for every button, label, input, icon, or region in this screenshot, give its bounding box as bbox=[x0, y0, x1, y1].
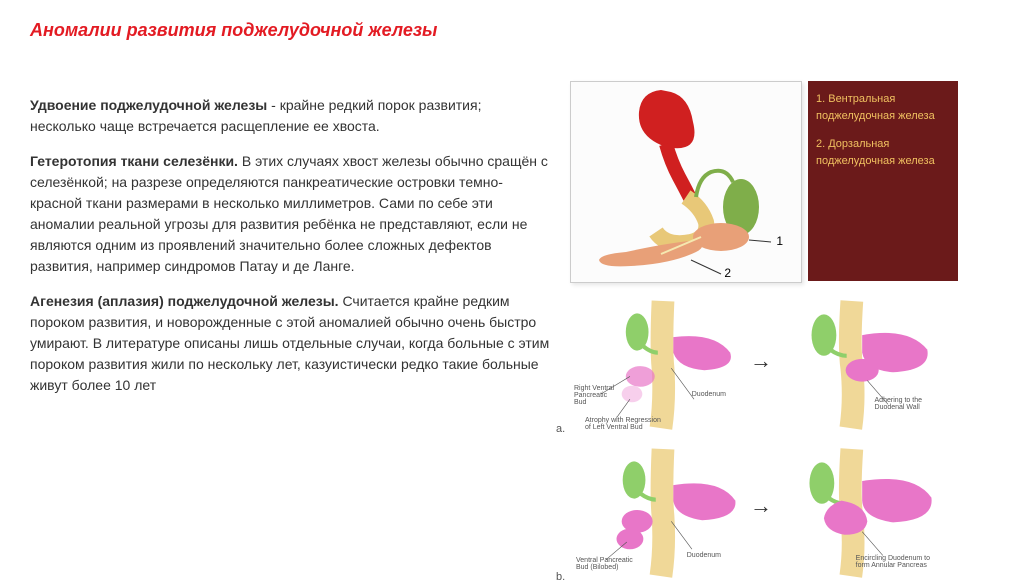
dev-b2: Encircling Duodenum toform Annular Pancr… bbox=[764, 441, 950, 581]
arrow-icon: → bbox=[750, 348, 772, 374]
p2-text: В этих случаях хвост железы обычно сращё… bbox=[30, 153, 548, 274]
page-title: Аномалии развития поджелудочной железы bbox=[30, 20, 994, 41]
lbl: Pancreatic bbox=[574, 392, 607, 399]
lbl: Duodenum bbox=[687, 552, 721, 559]
lbl: Right Ventral bbox=[574, 385, 614, 392]
paragraph-1: Удвоение поджелудочной железы - крайне р… bbox=[30, 95, 550, 137]
dev-a1: Right VentralPancreaticBud Duodenum Atro… bbox=[570, 293, 756, 433]
dev-a2: Adhering to theDuodenal Wall bbox=[764, 293, 950, 433]
row-b-label: b. bbox=[556, 571, 565, 583]
anat-label-1: 1 bbox=[776, 234, 783, 248]
lbl: form Annular Pancreas bbox=[856, 562, 927, 569]
p2-bold: Гетеротопия ткани селезёнки. bbox=[30, 153, 238, 169]
anat-label-2: 2 bbox=[724, 266, 731, 280]
legend-item-1: 1. Вентральная поджелудочная железа bbox=[816, 91, 950, 124]
paragraph-2: Гетеротопия ткани селезёнки. В этих случ… bbox=[30, 151, 550, 277]
top-image-row: 1 2 1. Вентральная поджелудочная железа … bbox=[570, 81, 994, 283]
content-row: Удвоение поджелудочной железы - крайне р… bbox=[30, 81, 994, 581]
arrow-icon: → bbox=[750, 493, 772, 519]
legend-panel: 1. Вентральная поджелудочная железа 2. Д… bbox=[808, 81, 958, 281]
lbl: Atrophy with Regression bbox=[585, 417, 661, 424]
lbl: Ventral Pancreatic bbox=[576, 557, 633, 564]
dev-b1: Ventral PancreaticBud (Bilobed) Duodenum bbox=[570, 441, 756, 581]
paragraph-3: Агенезия (аплазия) поджелудочной железы.… bbox=[30, 291, 550, 396]
lbl: Bud bbox=[574, 399, 586, 406]
legend-item-2: 2. Дорзальная поджелудочная железа bbox=[816, 136, 950, 169]
text-column: Удвоение поджелудочной железы - крайне р… bbox=[30, 81, 550, 581]
lbl: Duodenal Wall bbox=[875, 404, 920, 411]
p1-bold: Удвоение поджелудочной железы bbox=[30, 97, 267, 113]
lbl: Bud (Bilobed) bbox=[576, 564, 618, 571]
row-a-label: a. bbox=[556, 423, 565, 435]
p3-bold: Агенезия (аплазия) поджелудочной железы. bbox=[30, 293, 339, 309]
anatomy-illustration: 1 2 bbox=[570, 81, 802, 283]
lbl: Duodenum bbox=[692, 391, 726, 398]
image-column: 1 2 1. Вентральная поджелудочная железа … bbox=[570, 81, 994, 581]
lbl: Adhering to the bbox=[875, 397, 922, 404]
lbl: of Left Ventral Bud bbox=[585, 424, 643, 431]
lbl: Encircling Duodenum to bbox=[856, 555, 930, 562]
development-diagram: Right VentralPancreaticBud Duodenum Atro… bbox=[570, 293, 994, 581]
